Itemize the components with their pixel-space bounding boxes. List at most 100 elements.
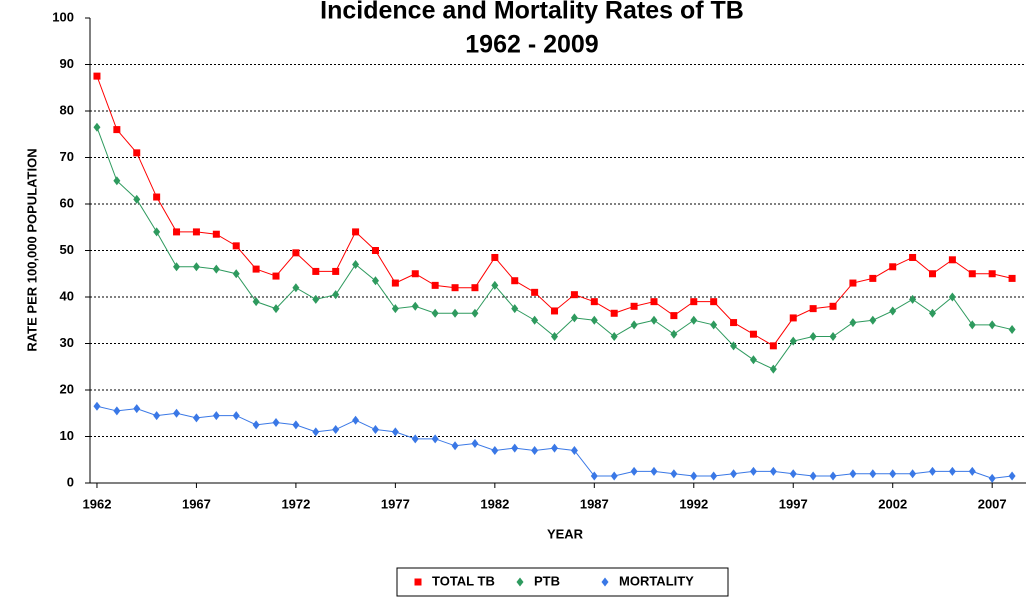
y-tick-label: 10 (60, 428, 74, 443)
marker (431, 281, 439, 289)
marker (789, 314, 797, 322)
marker (570, 291, 578, 299)
marker (829, 332, 837, 342)
marker (511, 443, 519, 453)
marker (988, 473, 996, 483)
marker (928, 466, 936, 476)
marker (769, 364, 777, 374)
marker (153, 193, 161, 201)
marker (292, 283, 300, 293)
marker (153, 227, 161, 237)
marker (113, 406, 121, 416)
marker (889, 263, 897, 271)
x-tick-label: 1977 (381, 496, 410, 511)
marker (93, 401, 101, 411)
marker (710, 320, 718, 330)
marker (371, 247, 379, 254)
marker (670, 312, 678, 320)
marker (232, 242, 240, 250)
marker (252, 420, 260, 430)
marker (849, 469, 857, 479)
y-tick-label: 70 (60, 149, 74, 164)
marker (909, 469, 917, 479)
marker (570, 445, 578, 455)
marker (93, 122, 101, 132)
marker (789, 469, 797, 479)
marker (769, 466, 777, 476)
x-axis-label: YEAR (547, 526, 584, 541)
marker (590, 298, 598, 306)
marker (391, 304, 399, 314)
marker (988, 320, 996, 330)
marker (610, 332, 618, 342)
marker (690, 471, 698, 481)
x-tick-label: 1962 (83, 496, 112, 511)
marker (511, 304, 519, 314)
y-tick-label: 20 (60, 381, 74, 396)
plot-area (93, 72, 1016, 483)
marker (312, 294, 320, 304)
marker (332, 290, 340, 300)
marker (332, 425, 340, 435)
marker (749, 355, 757, 365)
marker (272, 272, 280, 280)
marker (829, 302, 837, 310)
marker (451, 284, 459, 292)
marker (869, 469, 877, 479)
marker (192, 228, 200, 236)
marker (948, 466, 956, 476)
marker (272, 304, 280, 314)
marker (610, 309, 618, 317)
y-tick-label: 50 (60, 242, 74, 257)
marker (471, 438, 479, 448)
chart-title: Incidence and Mortality Rates of TB (320, 0, 744, 25)
marker (212, 411, 220, 421)
marker (232, 269, 240, 279)
marker (829, 471, 837, 481)
marker (650, 315, 658, 325)
marker (113, 176, 121, 186)
marker (531, 315, 539, 325)
marker (650, 466, 658, 476)
marker (809, 305, 817, 313)
marker (411, 434, 419, 444)
legend-marker (516, 577, 524, 587)
marker (789, 336, 797, 346)
y-tick-label: 100 (52, 9, 74, 24)
marker (352, 415, 360, 425)
marker (471, 284, 479, 292)
marker (153, 411, 161, 421)
marker (371, 276, 379, 286)
marker (690, 315, 698, 325)
marker (849, 318, 857, 328)
x-tick-label: 1967 (182, 496, 211, 511)
marker (133, 194, 141, 204)
marker (909, 253, 917, 261)
marker (451, 308, 459, 318)
marker (491, 445, 499, 455)
marker (451, 441, 459, 451)
marker (352, 228, 360, 236)
y-tick-label: 30 (60, 335, 74, 350)
marker (909, 294, 917, 304)
marker (590, 471, 598, 481)
marker (173, 408, 181, 418)
marker (551, 307, 559, 315)
marker (252, 297, 260, 307)
marker (411, 301, 419, 311)
marker (551, 443, 559, 453)
marker (531, 288, 539, 296)
marker (968, 320, 976, 330)
marker (690, 298, 698, 306)
y-tick-label: 90 (60, 56, 74, 71)
x-tick-label: 1997 (779, 496, 808, 511)
y-tick-label: 0 (67, 474, 74, 489)
legend-label: PTB (534, 573, 560, 588)
marker (948, 256, 956, 264)
marker (809, 471, 817, 481)
marker (491, 253, 499, 261)
marker (710, 471, 718, 481)
marker (869, 315, 877, 325)
marker (511, 277, 519, 285)
marker (590, 315, 598, 325)
